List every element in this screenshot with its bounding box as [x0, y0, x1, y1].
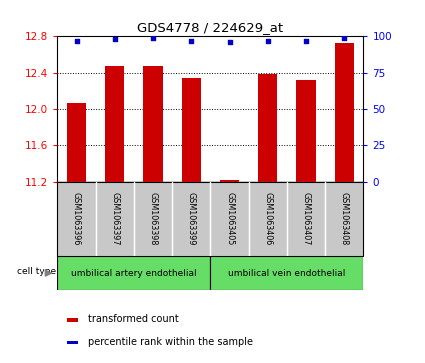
Text: GSM1063398: GSM1063398 [148, 192, 158, 245]
Text: percentile rank within the sample: percentile rank within the sample [88, 337, 253, 347]
Text: GSM1063397: GSM1063397 [110, 192, 119, 245]
Text: transformed count: transformed count [88, 314, 179, 324]
Point [188, 38, 195, 44]
Text: GSM1063408: GSM1063408 [340, 192, 349, 245]
Bar [210, 256, 363, 290]
Bar [105, 66, 124, 182]
Point [150, 35, 156, 41]
Bar [57, 182, 96, 256]
Point [264, 38, 271, 44]
Bar [258, 74, 277, 182]
Text: GSM1063407: GSM1063407 [301, 192, 311, 245]
Text: umbilical vein endothelial: umbilical vein endothelial [228, 269, 346, 278]
Text: GSM1063406: GSM1063406 [263, 192, 272, 245]
Bar [67, 318, 78, 322]
Bar [210, 182, 249, 256]
Point [341, 35, 348, 41]
Bar [325, 182, 363, 256]
Title: GDS4778 / 224629_at: GDS4778 / 224629_at [137, 21, 283, 34]
Text: umbilical artery endothelial: umbilical artery endothelial [71, 269, 197, 278]
Text: GSM1063396: GSM1063396 [72, 192, 81, 245]
Text: cell type: cell type [17, 267, 57, 276]
Bar [220, 180, 239, 182]
Point [226, 39, 233, 45]
Bar [335, 43, 354, 182]
Text: GSM1063405: GSM1063405 [225, 192, 234, 245]
Point [303, 38, 309, 44]
Bar [287, 182, 325, 256]
Bar [67, 341, 78, 344]
Bar [172, 182, 210, 256]
Bar [296, 80, 315, 182]
Bar [249, 182, 287, 256]
Text: GSM1063399: GSM1063399 [187, 192, 196, 245]
Bar [96, 182, 134, 256]
Bar [143, 66, 162, 182]
Bar [67, 103, 86, 182]
Point [111, 36, 118, 42]
Point [73, 38, 80, 44]
Bar [57, 256, 210, 290]
Bar [181, 78, 201, 182]
Bar [134, 182, 172, 256]
